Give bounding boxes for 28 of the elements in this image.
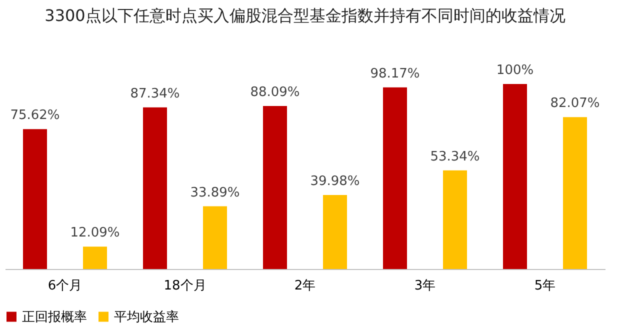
data-label: 53.34% — [430, 149, 480, 164]
data-label: 39.98% — [310, 174, 360, 190]
data-label: 88.09% — [250, 85, 300, 100]
data-label: 98.17% — [370, 66, 420, 82]
bar — [83, 246, 107, 269]
bar — [563, 117, 587, 269]
bar — [503, 84, 527, 269]
x-tick-label: 18个月 — [164, 278, 206, 294]
chart-title: 3300点以下任意时点买入偏股混合型基金指数并持有不同时间的收益情况 — [44, 6, 566, 25]
data-label: 12.09% — [70, 226, 120, 241]
bar — [383, 87, 407, 269]
x-tick-label: 2年 — [294, 278, 316, 294]
data-label: 75.62% — [10, 108, 60, 124]
data-label: 33.89% — [190, 185, 240, 200]
bar — [323, 195, 347, 269]
data-label: 100% — [496, 63, 534, 78]
bar — [143, 107, 167, 269]
bar — [263, 106, 287, 269]
x-tick-label: 6个月 — [48, 278, 82, 294]
bar — [203, 206, 227, 269]
legend-label: 平均收益率 — [114, 308, 179, 325]
data-label: 87.34% — [130, 86, 180, 102]
legend-label: 正回报概率 — [22, 308, 87, 325]
bar — [23, 129, 47, 269]
data-label: 82.07% — [550, 96, 600, 112]
bar — [443, 170, 467, 269]
x-tick-label: 5年 — [534, 278, 556, 294]
x-tick-label: 3年 — [414, 278, 436, 294]
